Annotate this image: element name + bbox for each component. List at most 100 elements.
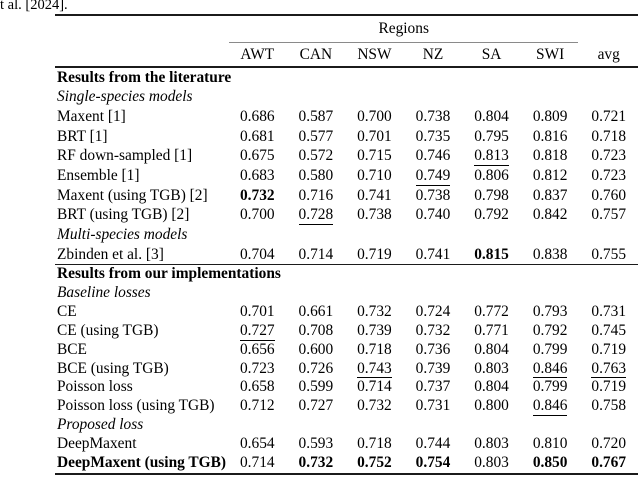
value-text: 0.732 — [357, 397, 392, 415]
value-text: 0.731 — [591, 303, 627, 321]
value-cell: 0.716 — [287, 186, 346, 206]
value-cell: 0.718 — [345, 341, 404, 360]
value-text: 0.812 — [532, 166, 568, 184]
value-text: 0.745 — [591, 321, 627, 339]
value-cell: 0.724 — [404, 303, 463, 322]
value-cell: 0.846 — [521, 360, 580, 379]
value-cell: 0.599 — [287, 378, 346, 397]
value-cell: 0.818 — [521, 146, 580, 166]
table-row: CE (using TGB) 0.727 0.708 0.739 0.732 0.771 0… — [55, 322, 638, 341]
value-cell: 0.704 — [228, 245, 287, 265]
value-cell: 0.795 — [462, 127, 521, 147]
value-text: 0.803 — [474, 453, 509, 471]
value-text: 0.654 — [239, 434, 275, 452]
value-cell: 0.656 — [228, 341, 287, 360]
value-text: 0.580 — [298, 166, 334, 184]
value-text: 0.810 — [532, 434, 568, 452]
value-cell: 0.723 — [228, 360, 287, 379]
value-cell: 0.763 — [579, 360, 638, 379]
value-cell: 0.755 — [579, 245, 638, 265]
table-header-rule — [55, 66, 638, 68]
value-cell: 0.701 — [345, 127, 404, 147]
row-label: CE — [57, 303, 77, 321]
results-table: Regions AWT CAN NSW NZ SA SWI avg Results from… — [55, 14, 638, 476]
row-label: BCE — [57, 340, 87, 358]
value-text: 0.813 — [474, 147, 509, 166]
value-text: 0.675 — [239, 147, 275, 165]
value-text: 0.600 — [298, 340, 334, 358]
value-cell: 0.721 — [579, 107, 638, 127]
value-cell: 0.732 — [228, 186, 287, 206]
value-cell: 0.745 — [579, 322, 638, 341]
value-text: 0.718 — [357, 340, 392, 358]
subsection-header-row: Baseline losses — [55, 284, 638, 303]
regions-span-rule-row — [55, 41, 638, 43]
value-cell: 0.738 — [404, 107, 463, 127]
value-text: 0.732 — [298, 453, 334, 471]
value-text: 0.577 — [298, 127, 334, 145]
value-cell: 0.739 — [345, 322, 404, 341]
value-cell: 0.738 — [404, 186, 463, 206]
row-label: DeepMaxent — [57, 434, 137, 452]
value-cell: 0.714 — [345, 378, 404, 397]
value-cell: 0.600 — [287, 341, 346, 360]
value-text: 0.738 — [415, 107, 451, 125]
value-cell: 0.718 — [579, 127, 638, 147]
column-header-sa: SA — [481, 46, 502, 63]
value-text: 0.719 — [357, 245, 392, 263]
row-label: Zbinden et al. [3] — [57, 245, 164, 263]
value-text: 0.710 — [357, 166, 392, 184]
value-text: 0.741 — [357, 186, 392, 204]
value-cell: 0.572 — [287, 146, 346, 166]
table-row: Poisson loss 0.658 0.599 0.714 0.737 0.804 0.7… — [55, 378, 638, 397]
value-cell: 0.654 — [228, 435, 287, 454]
value-text: 0.724 — [415, 303, 451, 321]
value-text: 0.818 — [532, 147, 568, 165]
value-cell: 0.661 — [287, 303, 346, 322]
table-row: Ensemble [1] 0.683 0.580 0.710 0.749 0.806 0.8… — [55, 166, 638, 186]
value-cell: 0.838 — [521, 245, 580, 265]
value-text: 0.758 — [591, 397, 627, 415]
value-cell: 0.816 — [521, 127, 580, 147]
value-cell: 0.813 — [462, 146, 521, 166]
results-table-body: Results from the literature Single-specie… — [55, 68, 638, 473]
value-text: 0.727 — [239, 321, 275, 341]
value-cell: 0.727 — [287, 397, 346, 416]
value-cell: 0.741 — [345, 186, 404, 206]
value-text: 0.741 — [415, 245, 451, 263]
value-text: 0.746 — [415, 147, 451, 165]
table-row: BRT [1] 0.681 0.577 0.701 0.735 0.795 0.816 0.7… — [55, 127, 638, 147]
value-cell: 0.732 — [345, 397, 404, 416]
value-cell: 0.746 — [404, 146, 463, 166]
row-label: Baseline losses — [57, 284, 151, 302]
value-text: 0.732 — [239, 186, 275, 204]
row-label: BRT (using TGB) [2] — [57, 206, 190, 224]
column-header-can: CAN — [299, 46, 333, 63]
value-text: 0.735 — [415, 127, 451, 145]
column-header-nz: NZ — [422, 46, 444, 63]
value-text: 0.726 — [298, 359, 334, 377]
value-text: 0.804 — [474, 340, 509, 358]
value-cell: 0.754 — [404, 454, 463, 473]
regions-group-row: Regions — [55, 16, 638, 41]
value-text: 0.806 — [474, 166, 509, 184]
row-label: Poisson loss (using TGB) — [57, 397, 215, 415]
value-text: 0.795 — [474, 127, 509, 145]
value-text: 0.593 — [298, 434, 334, 452]
value-text: 0.846 — [532, 359, 568, 379]
caption-fragment: t al. [2024]. — [0, 0, 68, 13]
value-cell: 0.803 — [462, 360, 521, 379]
value-cell: 0.718 — [345, 435, 404, 454]
value-text: 0.704 — [239, 245, 275, 263]
value-text: 0.850 — [532, 453, 568, 471]
value-text: 0.719 — [591, 340, 627, 358]
value-cell: 0.731 — [579, 303, 638, 322]
value-cell: 0.700 — [345, 107, 404, 127]
value-cell: 0.720 — [579, 435, 638, 454]
value-cell: 0.732 — [287, 454, 346, 473]
section-header-row: Results from our implementations — [55, 265, 638, 284]
table-bottom-rule — [55, 472, 638, 476]
value-cell: 0.743 — [345, 360, 404, 379]
value-text: 0.701 — [239, 303, 275, 321]
value-cell: 0.760 — [579, 186, 638, 206]
